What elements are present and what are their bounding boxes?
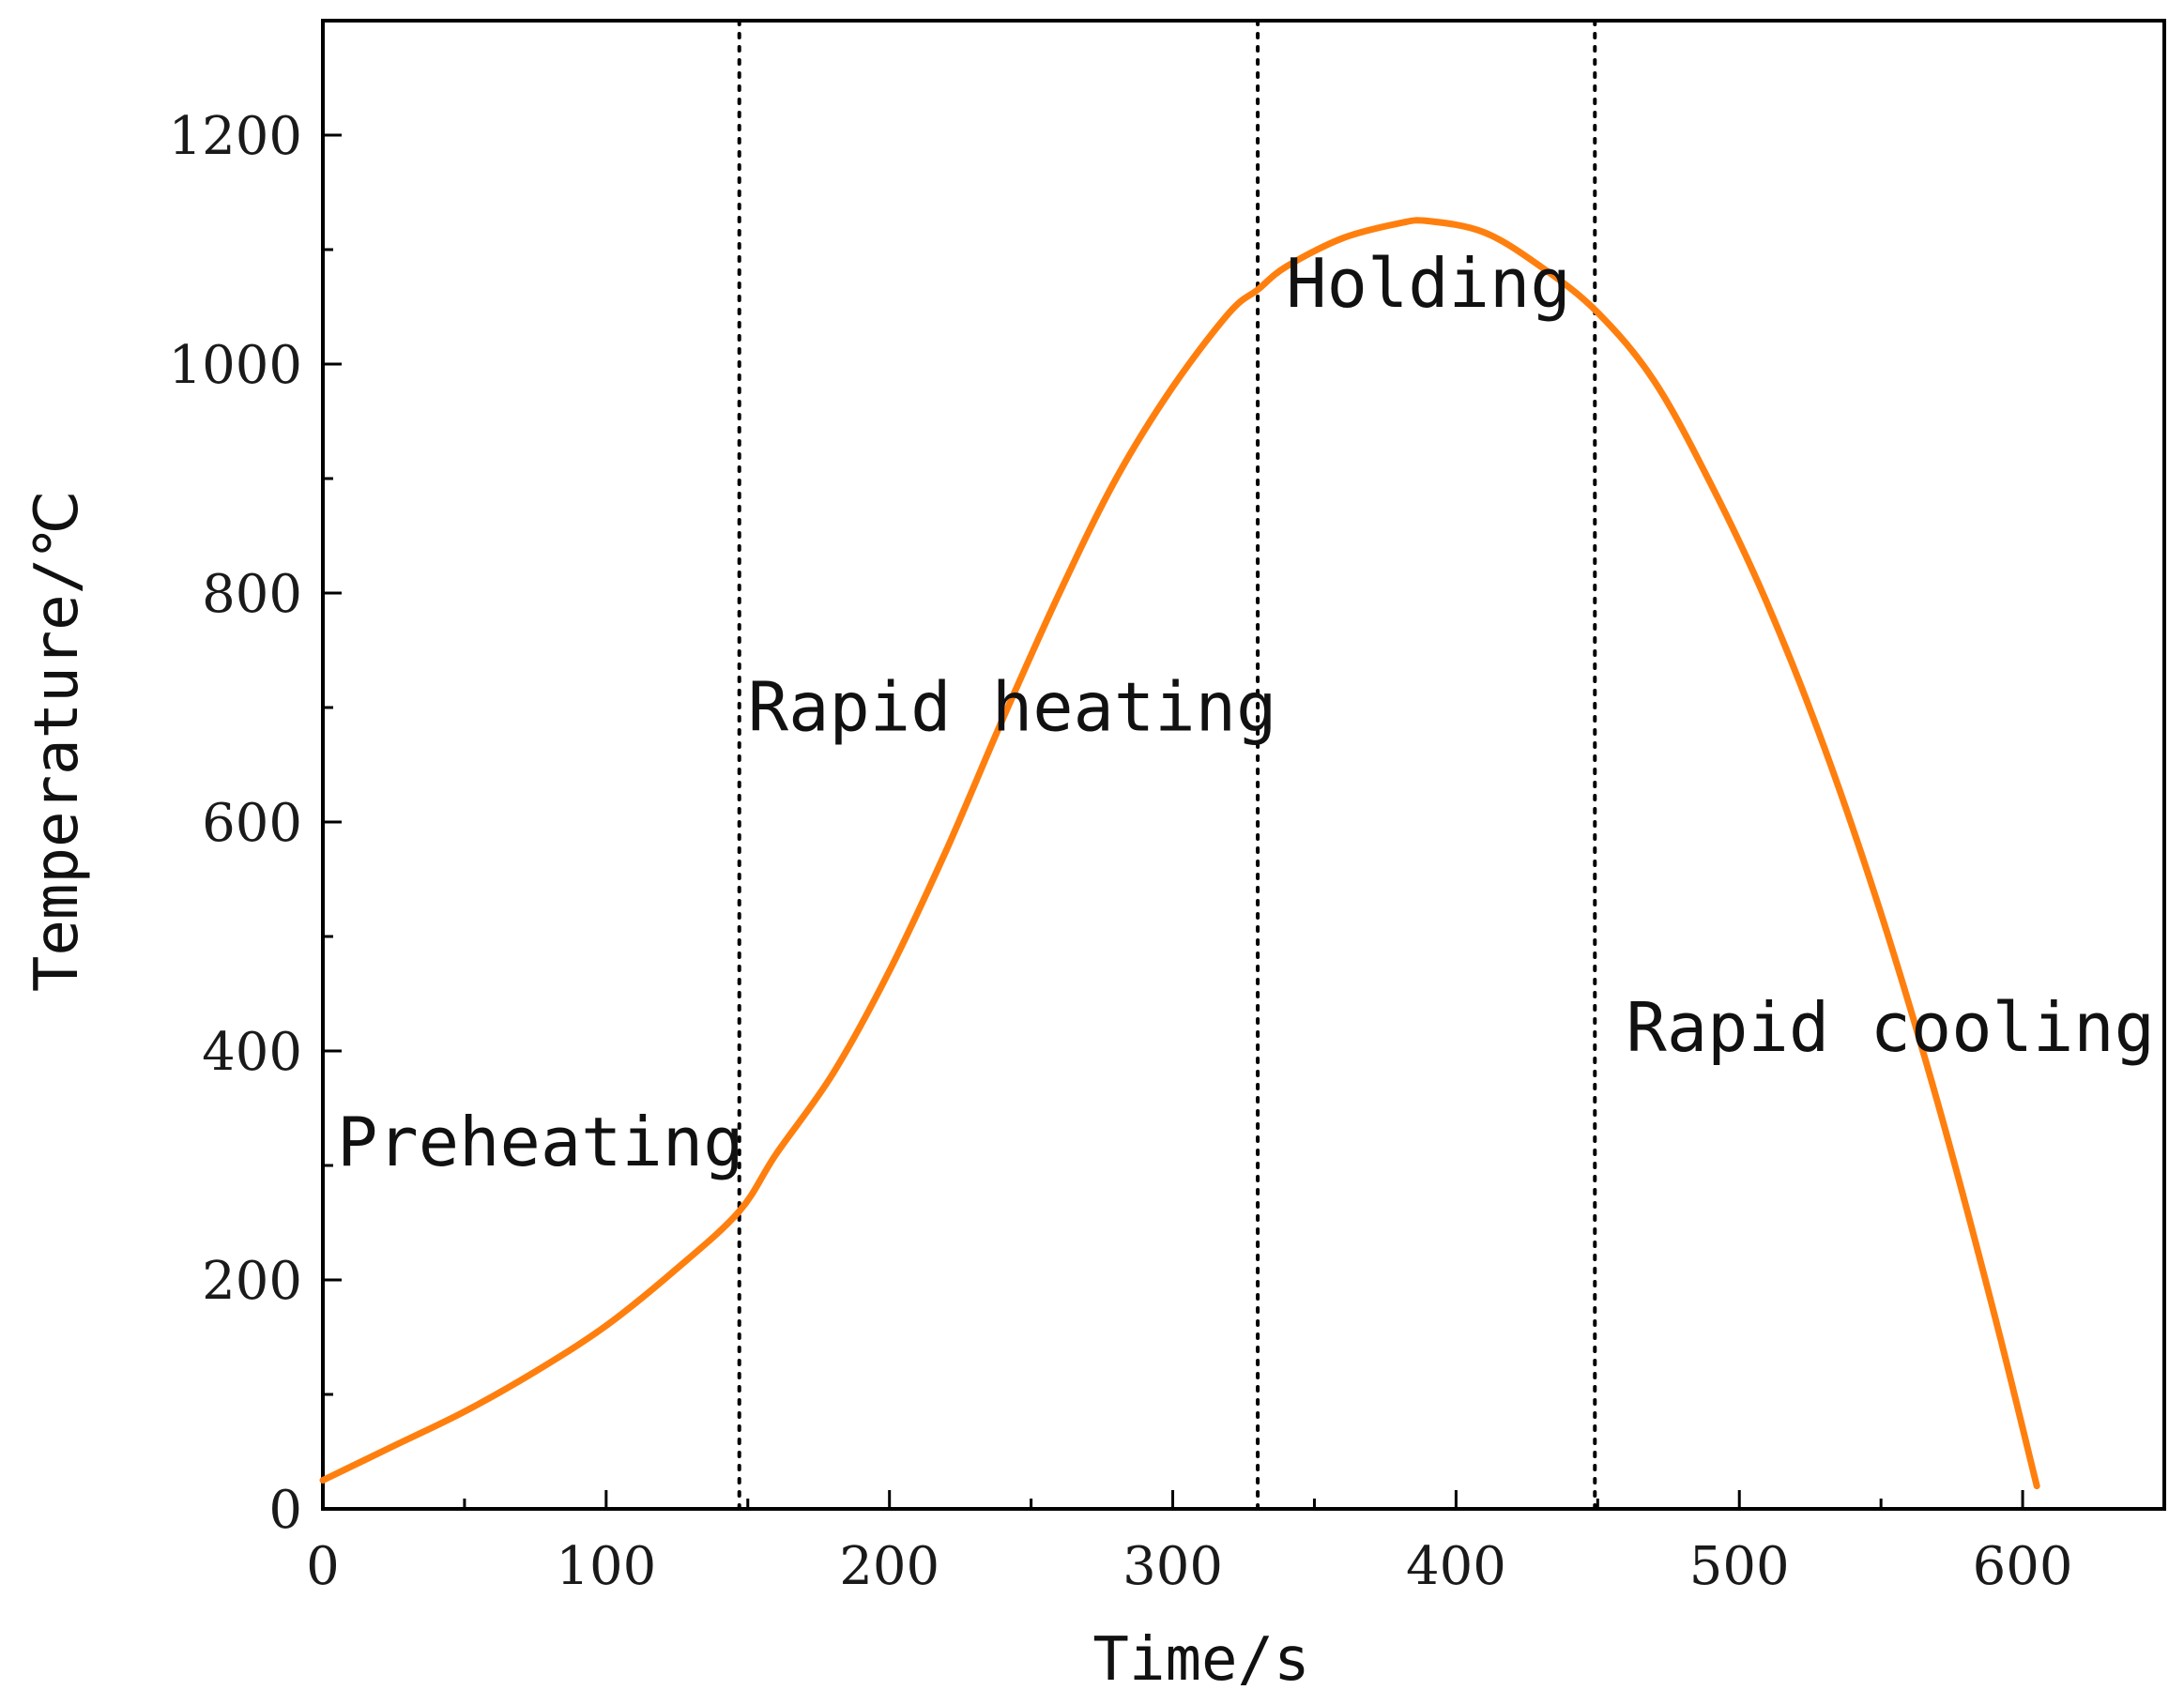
plot-frame xyxy=(321,19,2166,1511)
phase-label: Rapid cooling xyxy=(1626,988,2155,1067)
temperature-curve xyxy=(319,217,2040,1490)
y-tick-label: 200 xyxy=(202,1251,302,1312)
y-tick-label: 0 xyxy=(268,1480,302,1541)
x-tick-label: 200 xyxy=(839,1536,939,1597)
y-tick-label: 1000 xyxy=(168,335,302,396)
y-tick-label: 800 xyxy=(202,564,302,625)
x-axis-title: Time/s xyxy=(1092,1625,1309,1695)
phase-annotations: Preheating Rapid heating Holding Rapid cool… xyxy=(337,244,2155,1181)
x-tick-label: 0 xyxy=(306,1536,340,1597)
y-tick-label: 400 xyxy=(202,1022,302,1083)
phase-boundaries xyxy=(737,19,1597,1511)
y-axis-ticks: 0 200 400 600 800 1000 1200 xyxy=(168,106,342,1541)
x-tick-label: 400 xyxy=(1406,1536,1506,1597)
x-axis-ticks: 0 100 200 300 400 500 600 xyxy=(306,1490,2073,1597)
x-tick-label: 300 xyxy=(1123,1536,1223,1597)
y-tick-label: 1200 xyxy=(168,106,302,167)
y-axis-title: Temperature/℃ xyxy=(23,491,92,992)
x-tick-label: 600 xyxy=(1973,1536,2073,1597)
y-tick-label: 600 xyxy=(202,793,302,854)
x-tick-label: 500 xyxy=(1689,1536,1790,1597)
phase-label: Preheating xyxy=(337,1103,743,1181)
series-layer xyxy=(319,217,2040,1490)
phase-label: Rapid heating xyxy=(748,667,1277,746)
x-tick-label: 100 xyxy=(556,1536,656,1597)
phase-label: Holding xyxy=(1286,244,1570,323)
